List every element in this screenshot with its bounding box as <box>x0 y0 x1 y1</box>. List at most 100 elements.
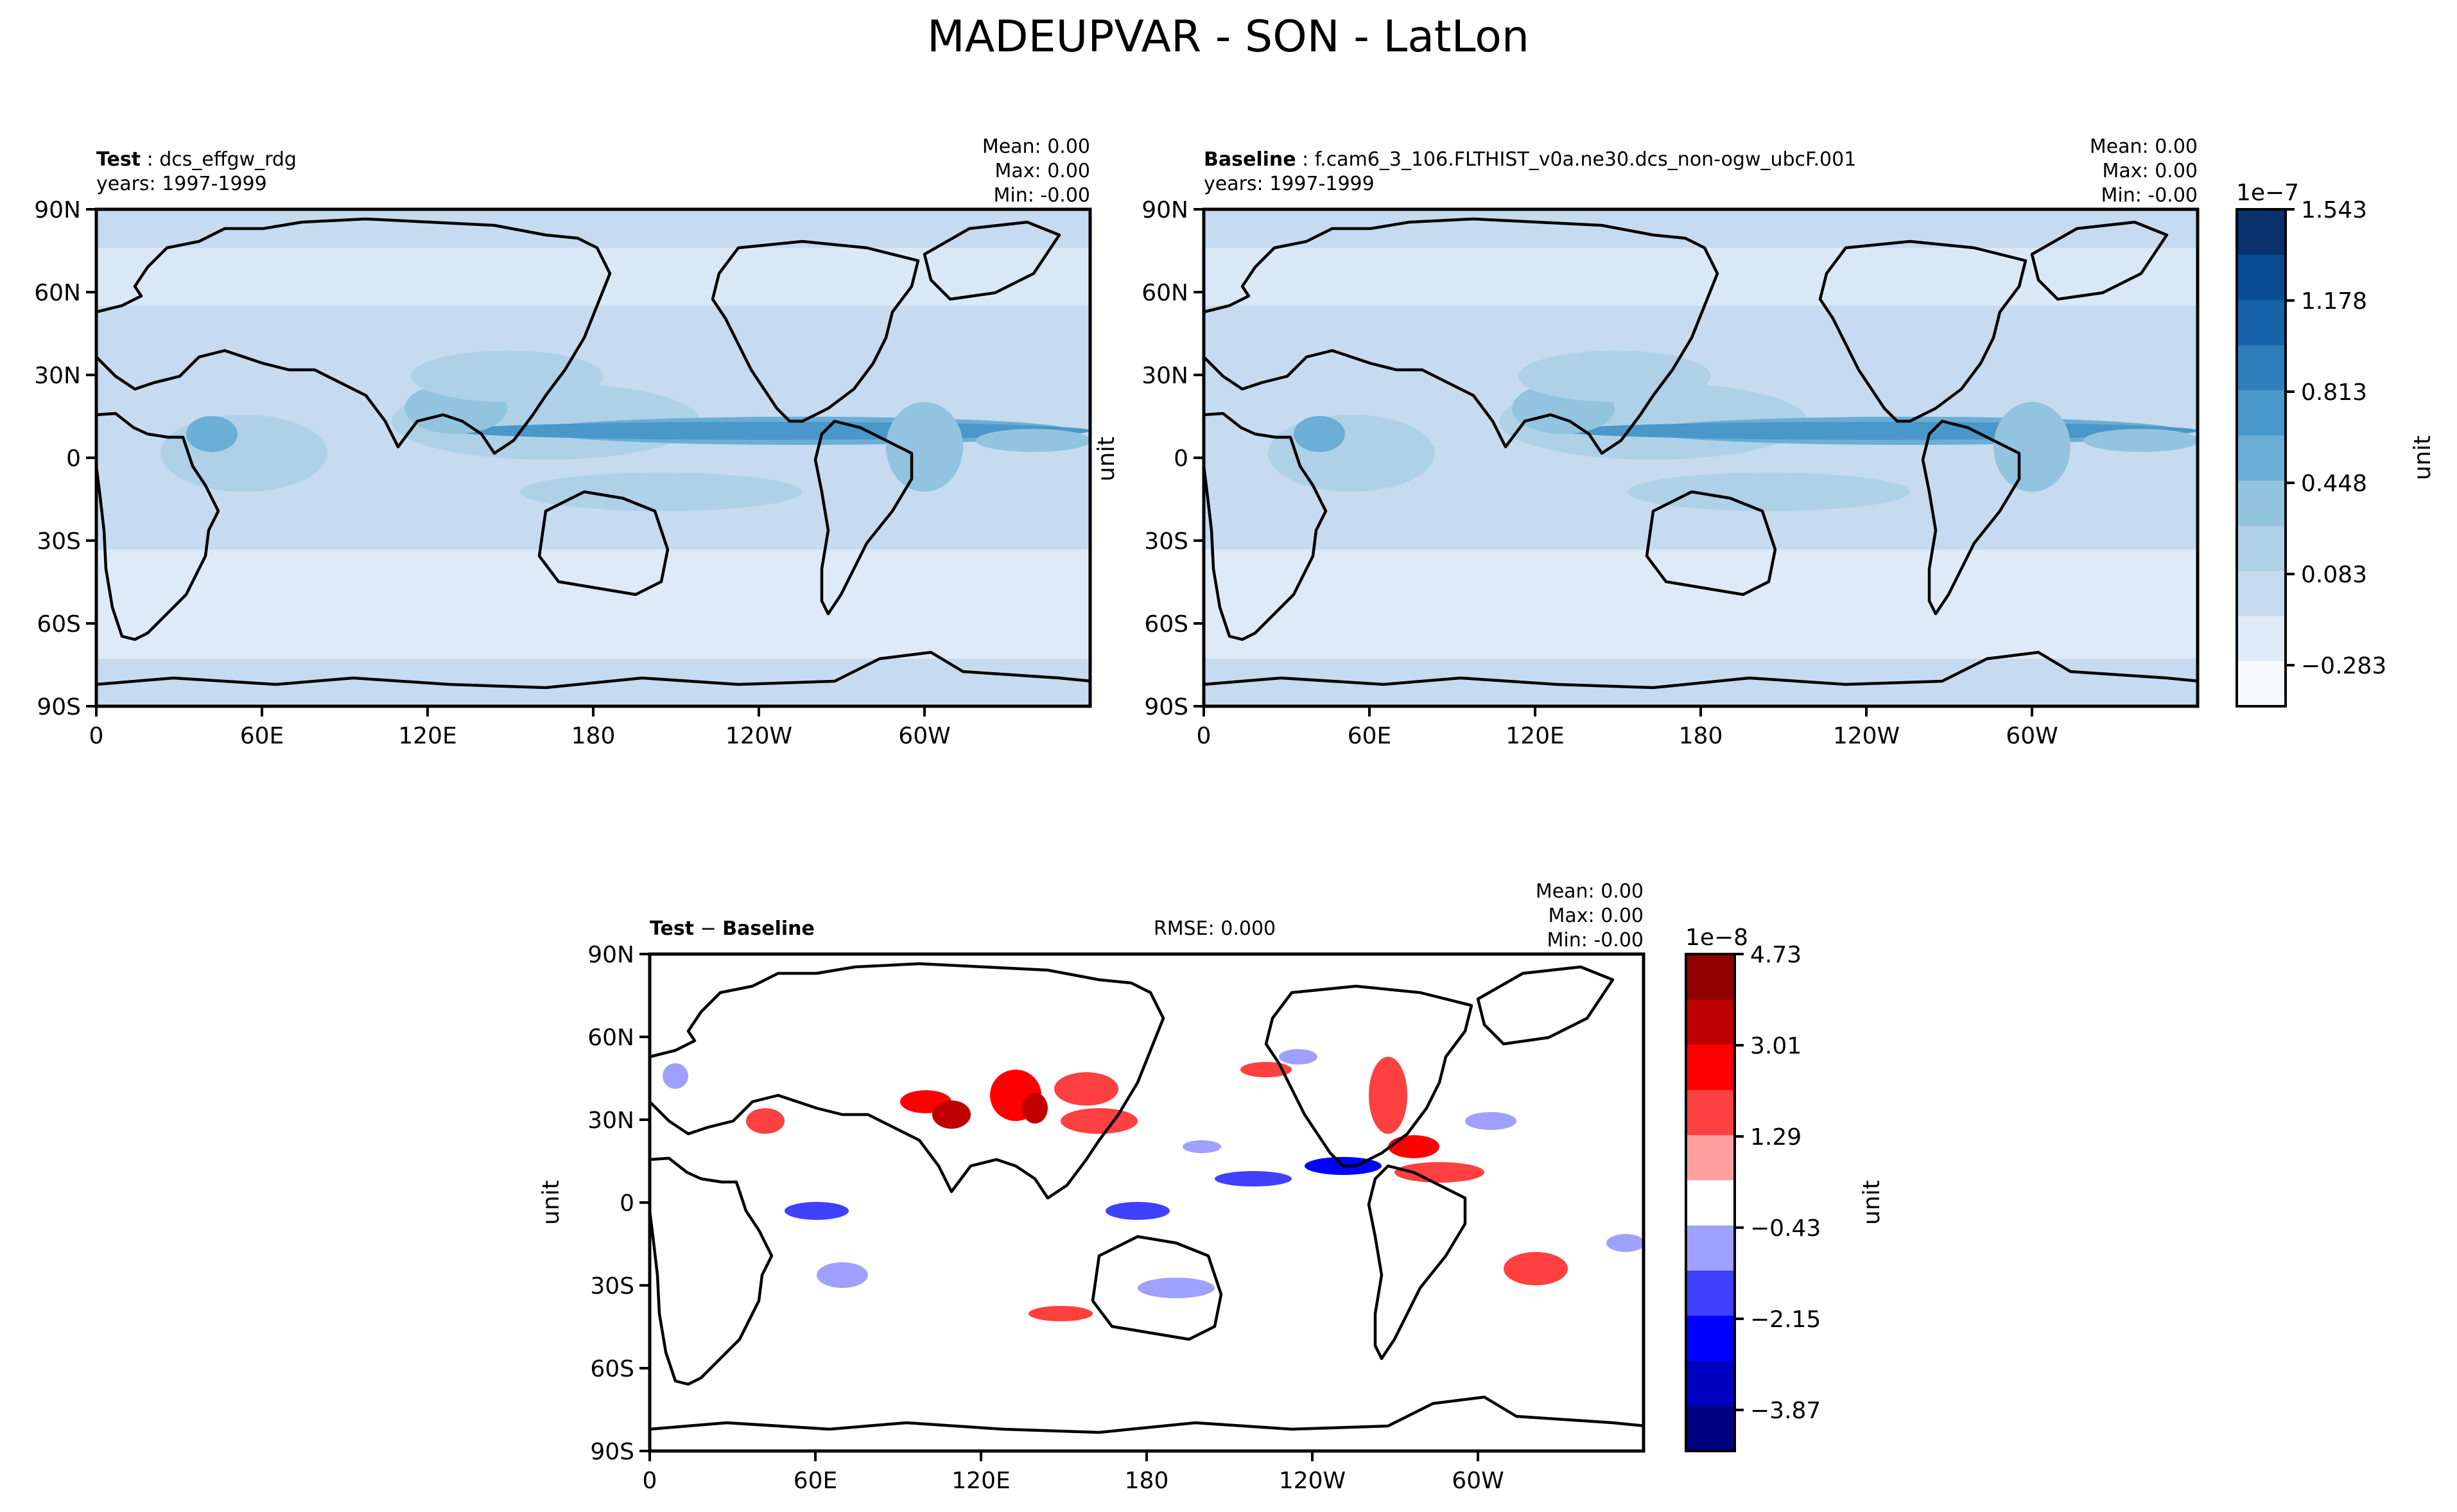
map-field <box>96 219 1090 688</box>
lat-tick-label: 30S <box>590 1273 634 1299</box>
lon-tick-label: 60W <box>1452 1468 1504 1494</box>
colorbar-swatch <box>1686 1270 1735 1316</box>
colorbar-label: unit <box>2409 435 2436 480</box>
lat-tick-label: 90S <box>1144 694 1188 720</box>
colorbar-tick-label: −0.283 <box>2301 653 2386 679</box>
diff-contour <box>785 1202 849 1220</box>
colorbar-exponent: 1e−8 <box>1685 925 1748 951</box>
precip-contour <box>520 473 803 511</box>
colorbar-exponent: 1e−7 <box>2236 180 2299 206</box>
stat-min: Min: -0.00 <box>2101 184 2198 207</box>
colorbar-swatch <box>1686 1360 1735 1407</box>
lon-tick-label: 0 <box>643 1468 657 1494</box>
colorbar-tick-label: 0.813 <box>2301 379 2367 406</box>
years-label: years: 1997-1999 <box>96 173 267 195</box>
colorbar-tick-label: 0.448 <box>2301 471 2367 497</box>
case-header: Baseline : f.cam6_3_106.FLTHIST_v0a.ne30… <box>1204 148 1856 171</box>
colorbar-swatch <box>1686 1405 1735 1452</box>
colorbar-swatch <box>2237 616 2286 662</box>
colorbar-frame <box>1685 953 1736 1452</box>
colorbar-swatch <box>1686 1315 1735 1361</box>
diff-contour <box>1606 1234 1644 1252</box>
colorbar-swatch <box>2237 299 2286 345</box>
colorbar-swatch <box>1686 1179 1735 1226</box>
lat-tick-label: 0 <box>1174 446 1188 472</box>
rmse-label: RMSE: 0.000 <box>1154 917 1276 940</box>
lon-tick-label: 0 <box>1197 723 1211 749</box>
colorbar-tick-label: 0.083 <box>2301 562 2367 588</box>
diff-contour <box>746 1108 785 1134</box>
colorbar-tick-label: 3.01 <box>1750 1033 1802 1059</box>
colorbar-frame <box>2236 208 2287 708</box>
colorbar-swatch <box>1686 1090 1735 1135</box>
diff-contour <box>1183 1140 1221 1153</box>
colorbar-swatch <box>1686 954 1735 1000</box>
diff-contour <box>817 1262 868 1288</box>
years-label: years: 1997-1999 <box>1204 173 1375 195</box>
stat-min: Min: -0.00 <box>1547 929 1644 952</box>
colorbar-swatch <box>2237 209 2286 255</box>
lat-tick-label: 30N <box>1142 363 1188 389</box>
colorbar-swatch <box>2237 661 2286 707</box>
precip-contour <box>2083 429 2198 452</box>
lon-tick-label: 60E <box>240 723 284 749</box>
lat-tick-label: 30N <box>587 1108 634 1134</box>
lon-tick-label: 120W <box>1279 1468 1346 1494</box>
stat-max: Max: 0.00 <box>995 160 1090 182</box>
stat-mean: Mean: 0.00 <box>1536 880 1644 903</box>
colorbar-tick-label: 1.29 <box>1750 1124 1802 1151</box>
precip-contour <box>1628 473 1910 511</box>
colorbar-swatch <box>2237 345 2286 390</box>
lat-tick-label: 30S <box>37 528 81 555</box>
lat-tick-label: 60S <box>37 611 81 638</box>
colorbar-tick-label: 1.178 <box>2301 288 2367 315</box>
colorbar-tick-label: −3.87 <box>1750 1398 1821 1424</box>
lon-tick-label: 60E <box>794 1468 838 1494</box>
stat-mean: Mean: 0.00 <box>2090 135 2198 158</box>
lon-tick-label: 120W <box>725 723 792 749</box>
diff-contour <box>1022 1093 1048 1124</box>
lon-tick-label: 180 <box>1679 723 1723 749</box>
precip-contour <box>411 351 603 402</box>
diff-contour <box>1369 1057 1407 1134</box>
lon-tick-label: 60W <box>2006 723 2058 749</box>
diff-contour <box>1054 1072 1118 1106</box>
precip-contour <box>1993 402 2071 492</box>
difference-colorbar: 4.73 3.01 1.29 −0.43 −2.15 −3.87 1e−8 unit <box>1685 925 1885 1452</box>
lon-tick-label: 120E <box>1506 723 1564 749</box>
diff-contour <box>1388 1135 1439 1158</box>
colorbar-swatch <box>2237 525 2286 571</box>
lon-tick-label: 120E <box>951 1468 1010 1494</box>
colorbar-swatch <box>1686 1225 1735 1271</box>
lat-tick-label: 90S <box>590 1439 634 1465</box>
colorbar-swatch <box>1686 1044 1735 1090</box>
case-header: Test : dcs_effgw_rdg <box>96 148 297 171</box>
lat-tick-label: 60S <box>1144 611 1188 638</box>
diff-contour <box>663 1063 688 1089</box>
southern-ocean-band <box>1204 550 2198 659</box>
lon-tick-label: 180 <box>1125 1468 1169 1494</box>
lat-tick-label: 30N <box>34 363 81 389</box>
colorbar-swatch <box>2237 570 2286 616</box>
colorbar-tick-label: 1.543 <box>2301 197 2367 223</box>
diff-contour <box>1029 1306 1093 1321</box>
lon-tick-label: 60W <box>898 723 950 749</box>
lat-tick-label: 90N <box>587 942 634 968</box>
diff-ylabel: unit <box>538 1180 564 1225</box>
lon-tick-label: 120W <box>1833 723 1900 749</box>
diff-contour <box>1279 1049 1317 1064</box>
diff-header: Test − Baseline <box>650 917 815 940</box>
figure-title: MADEUPVAR - SON - LatLon <box>927 12 1529 62</box>
colorbar-swatch <box>1686 1134 1735 1181</box>
diff-contour <box>932 1100 971 1129</box>
stat-max: Max: 0.00 <box>2103 160 2198 182</box>
colorbar-tick-label: −2.15 <box>1750 1307 1821 1333</box>
precip-contour <box>1294 416 1345 452</box>
stat-mean: Mean: 0.00 <box>982 135 1090 158</box>
precip-contour <box>186 416 238 452</box>
colorbar-tick-label: 4.73 <box>1750 942 1802 968</box>
lat-tick-label: 60N <box>1142 280 1188 306</box>
precip-contour <box>161 415 327 492</box>
lon-tick-label: 120E <box>398 723 456 749</box>
